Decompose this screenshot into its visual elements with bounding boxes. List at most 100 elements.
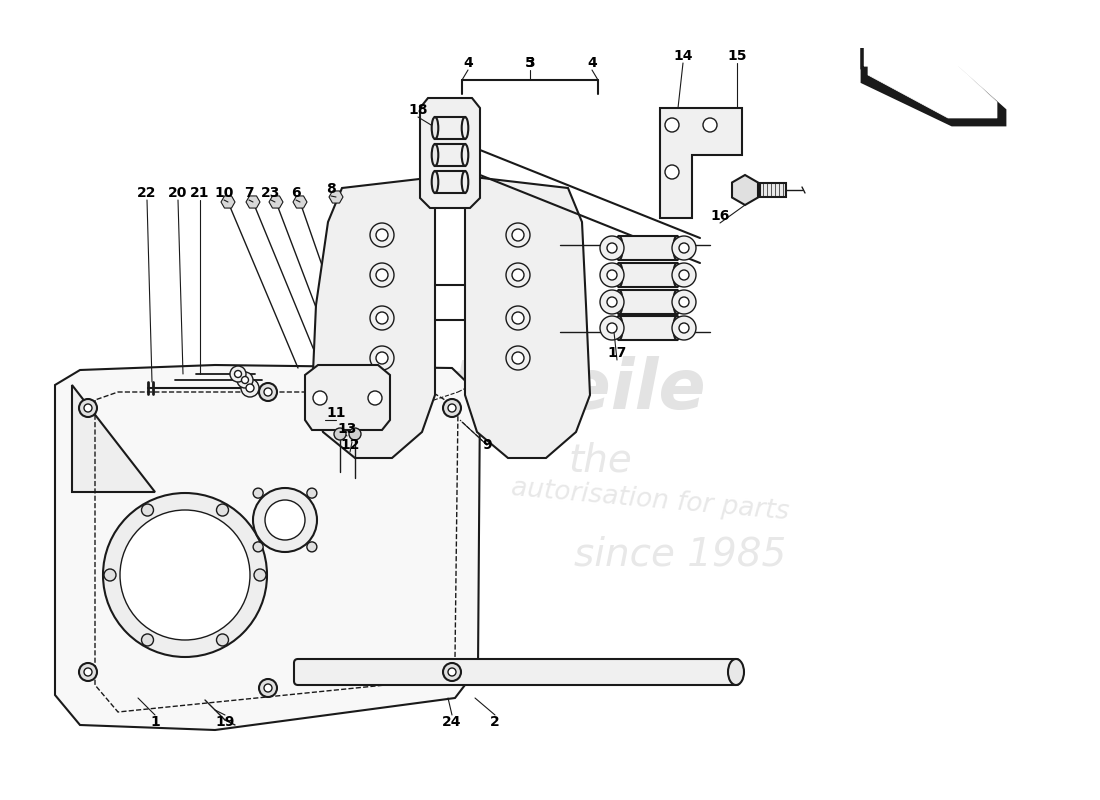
Circle shape <box>607 323 617 333</box>
Circle shape <box>672 263 696 287</box>
Bar <box>619 236 676 260</box>
Circle shape <box>265 500 305 540</box>
Text: 23: 23 <box>262 186 280 200</box>
Polygon shape <box>420 98 480 208</box>
Circle shape <box>307 542 317 552</box>
Circle shape <box>506 263 530 287</box>
Polygon shape <box>465 178 590 458</box>
Polygon shape <box>246 196 260 208</box>
Circle shape <box>679 323 689 333</box>
Circle shape <box>264 388 272 396</box>
Circle shape <box>666 118 679 132</box>
Circle shape <box>443 399 461 417</box>
Circle shape <box>246 384 254 392</box>
Circle shape <box>512 352 524 364</box>
Circle shape <box>234 370 242 378</box>
Polygon shape <box>55 365 480 730</box>
Circle shape <box>253 488 263 498</box>
Circle shape <box>607 297 617 307</box>
Bar <box>434 144 465 166</box>
Circle shape <box>142 504 154 516</box>
Circle shape <box>370 346 394 370</box>
Text: 17: 17 <box>607 346 627 360</box>
Ellipse shape <box>431 117 438 139</box>
Circle shape <box>104 569 116 581</box>
Circle shape <box>672 316 696 340</box>
Circle shape <box>600 236 624 260</box>
Text: 6: 6 <box>292 186 300 200</box>
Bar <box>434 117 465 139</box>
Circle shape <box>241 379 258 397</box>
Circle shape <box>448 668 456 676</box>
Circle shape <box>679 270 689 280</box>
Text: 3: 3 <box>525 56 535 70</box>
Circle shape <box>230 366 246 382</box>
Text: 13: 13 <box>338 422 356 436</box>
Text: 21: 21 <box>190 186 210 200</box>
Ellipse shape <box>673 290 681 314</box>
Circle shape <box>600 316 624 340</box>
Circle shape <box>376 269 388 281</box>
Text: the: the <box>568 441 631 479</box>
Bar <box>760 183 786 197</box>
Ellipse shape <box>431 144 438 166</box>
Ellipse shape <box>673 236 681 260</box>
Circle shape <box>672 290 696 314</box>
Circle shape <box>679 243 689 253</box>
Circle shape <box>253 488 317 552</box>
Ellipse shape <box>462 117 469 139</box>
Circle shape <box>258 383 277 401</box>
Circle shape <box>370 263 394 287</box>
Circle shape <box>448 404 456 412</box>
Circle shape <box>84 404 92 412</box>
Text: 20: 20 <box>168 186 188 200</box>
Ellipse shape <box>615 290 623 314</box>
Circle shape <box>349 428 361 440</box>
Text: autorisation for parts: autorisation for parts <box>510 475 790 525</box>
Ellipse shape <box>673 316 681 340</box>
Circle shape <box>506 306 530 330</box>
Circle shape <box>666 165 679 179</box>
Circle shape <box>242 377 249 383</box>
Text: 14: 14 <box>673 49 693 63</box>
Ellipse shape <box>615 316 623 340</box>
Circle shape <box>506 223 530 247</box>
Text: 4: 4 <box>463 56 473 70</box>
Text: 9: 9 <box>482 438 492 452</box>
Circle shape <box>512 312 524 324</box>
Text: 12: 12 <box>340 438 360 452</box>
Ellipse shape <box>728 659 744 685</box>
Circle shape <box>120 510 250 640</box>
Circle shape <box>376 312 388 324</box>
Polygon shape <box>293 196 307 208</box>
Text: 7: 7 <box>244 186 254 200</box>
Circle shape <box>258 679 277 697</box>
Circle shape <box>264 684 272 692</box>
Circle shape <box>600 290 624 314</box>
Circle shape <box>607 243 617 253</box>
Polygon shape <box>72 385 155 492</box>
Circle shape <box>79 663 97 681</box>
Polygon shape <box>732 175 758 205</box>
Circle shape <box>314 391 327 405</box>
Circle shape <box>370 306 394 330</box>
Circle shape <box>376 229 388 241</box>
Text: 24: 24 <box>442 715 462 729</box>
Circle shape <box>254 569 266 581</box>
Bar <box>434 171 465 193</box>
FancyBboxPatch shape <box>294 659 740 685</box>
Ellipse shape <box>615 263 623 287</box>
Text: 11: 11 <box>327 406 345 420</box>
Polygon shape <box>221 196 235 208</box>
Circle shape <box>679 297 689 307</box>
Text: 15: 15 <box>727 49 747 63</box>
Text: 5: 5 <box>525 56 535 70</box>
Circle shape <box>672 236 696 260</box>
Circle shape <box>376 352 388 364</box>
Ellipse shape <box>462 144 469 166</box>
Circle shape <box>307 488 317 498</box>
Ellipse shape <box>431 171 438 193</box>
Circle shape <box>600 263 624 287</box>
Circle shape <box>103 493 267 657</box>
Text: 16: 16 <box>711 209 729 223</box>
